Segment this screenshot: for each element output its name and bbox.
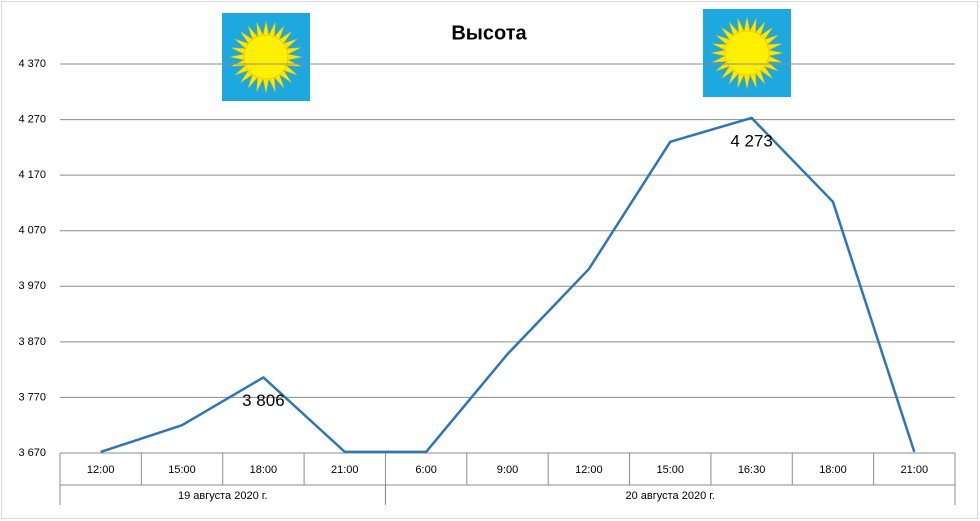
x-tick-label: 21:00	[331, 464, 359, 476]
y-tick-label: 3 670	[18, 447, 46, 459]
x-tick-label: 21:00	[901, 464, 929, 476]
sun-icon	[703, 9, 791, 97]
sun-disc	[724, 30, 770, 76]
y-tick-label: 3 770	[18, 391, 46, 403]
x-tick-label: 16:30	[738, 464, 766, 476]
sun-disc	[243, 34, 289, 80]
group-label: 20 августа 2020 г.	[625, 490, 714, 502]
value-label: 3 806	[242, 391, 285, 410]
y-tick-label: 3 870	[18, 336, 46, 348]
x-tick-label: 6:00	[415, 464, 436, 476]
x-tick-label: 18:00	[250, 464, 278, 476]
x-tick-label: 18:00	[819, 464, 847, 476]
chart-title: Высота	[451, 22, 527, 44]
x-tick-label: 15:00	[168, 464, 196, 476]
y-tick-label: 4 370	[18, 58, 46, 70]
y-tick-label: 4 270	[18, 113, 46, 125]
y-tick-label: 4 170	[18, 169, 46, 181]
x-tick-label: 12:00	[87, 464, 115, 476]
x-tick-label: 9:00	[497, 464, 518, 476]
y-tick-label: 3 970	[18, 280, 46, 292]
group-label: 19 августа 2020 г.	[178, 490, 267, 502]
y-tick-label: 4 070	[18, 225, 46, 237]
x-tick-label: 12:00	[575, 464, 603, 476]
value-label: 4 273	[730, 131, 773, 150]
data-line	[100, 116, 916, 454]
x-tick-label: 15:00	[656, 464, 684, 476]
sun-icon	[222, 13, 310, 101]
